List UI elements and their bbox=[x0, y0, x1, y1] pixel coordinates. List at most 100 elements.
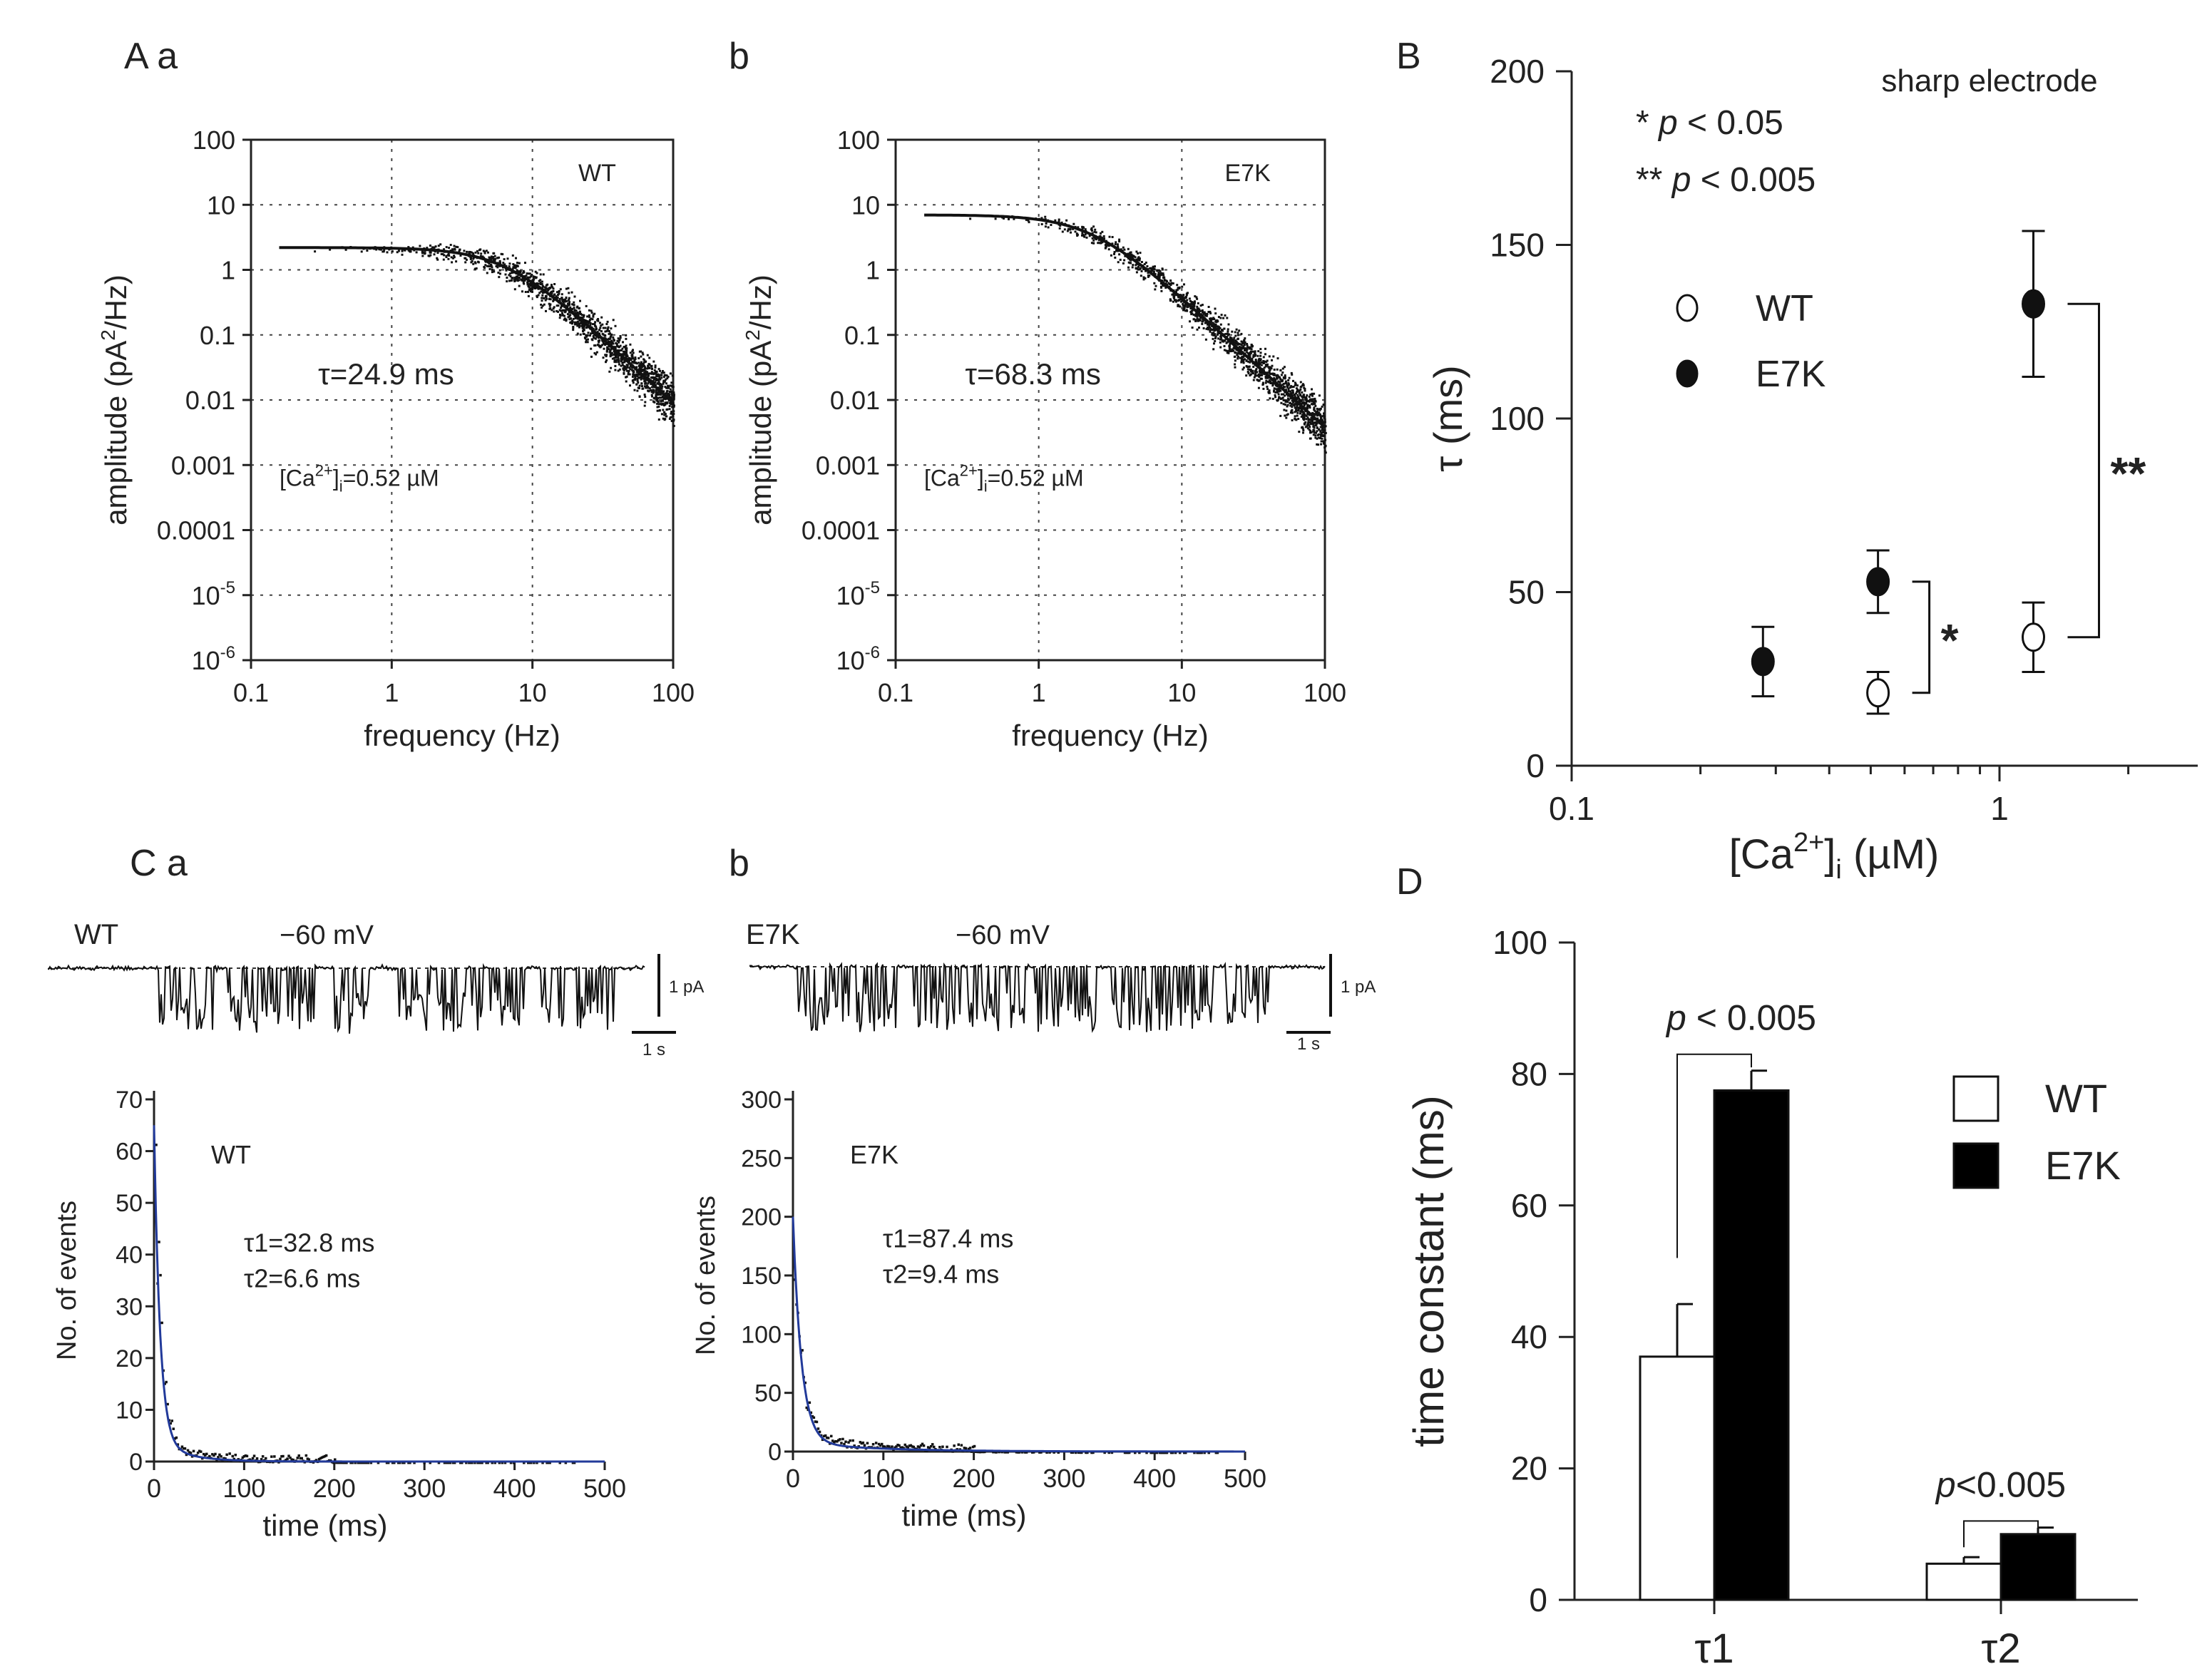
psd-point bbox=[1273, 369, 1276, 371]
histogram-point bbox=[180, 1445, 184, 1448]
y-tick-label: 0.0001 bbox=[802, 516, 880, 545]
psd-point bbox=[1081, 225, 1084, 228]
psd-point bbox=[1309, 406, 1311, 409]
psd-point bbox=[1316, 437, 1319, 440]
psd-point bbox=[1234, 346, 1236, 349]
psd-point bbox=[436, 257, 439, 260]
data-point-e7k-1 bbox=[1866, 567, 1890, 597]
psd-point bbox=[1137, 265, 1140, 268]
psd-point bbox=[538, 292, 541, 294]
psd-point bbox=[1293, 394, 1296, 396]
x-tick-label: 300 bbox=[1043, 1464, 1085, 1493]
psd-point bbox=[440, 252, 443, 255]
psd-point bbox=[1274, 396, 1277, 399]
psd-point bbox=[558, 309, 561, 312]
histogram-point bbox=[1134, 1451, 1137, 1454]
psd-point bbox=[498, 260, 501, 262]
psd-point bbox=[1207, 326, 1209, 329]
psd-point bbox=[1230, 339, 1233, 341]
psd-point bbox=[568, 299, 570, 302]
panel-label-B: B bbox=[1396, 36, 1421, 77]
histogram-point bbox=[173, 1437, 177, 1440]
psd-point bbox=[662, 376, 665, 379]
psd-point bbox=[1221, 339, 1224, 342]
psd-point bbox=[1297, 409, 1300, 412]
psd-point bbox=[1204, 338, 1207, 341]
psd-point bbox=[503, 258, 506, 261]
histogram-point bbox=[459, 1462, 462, 1464]
histogram-point bbox=[891, 1445, 893, 1448]
psd-point bbox=[548, 307, 551, 310]
psd-point bbox=[1268, 379, 1271, 382]
psd-point bbox=[1324, 451, 1327, 454]
psd-point bbox=[1323, 435, 1326, 437]
psd-point bbox=[515, 265, 518, 268]
psd-point bbox=[635, 362, 638, 365]
y-tick-label: 150 bbox=[741, 1263, 782, 1290]
y-tick-label: 10-5 bbox=[836, 578, 880, 610]
psd-point bbox=[383, 248, 386, 251]
psd-point bbox=[1264, 376, 1267, 379]
legend-marker-wt bbox=[1676, 294, 1699, 322]
psd-point bbox=[1214, 319, 1217, 322]
histogram-point bbox=[1078, 1451, 1082, 1454]
psd-point bbox=[582, 330, 584, 332]
psd-point bbox=[1289, 390, 1291, 393]
psd-point bbox=[625, 375, 628, 378]
psd-point bbox=[604, 337, 607, 340]
histogram-point bbox=[861, 1441, 865, 1444]
psd-point bbox=[602, 341, 605, 343]
psd-point bbox=[670, 411, 673, 413]
psd-point bbox=[443, 248, 445, 251]
histogram-point bbox=[251, 1457, 255, 1460]
psd-point bbox=[498, 269, 501, 272]
histogram-point bbox=[339, 1461, 342, 1464]
psd-point bbox=[375, 248, 378, 251]
psd-point bbox=[568, 318, 571, 321]
psd-point bbox=[1209, 330, 1212, 333]
psd-point bbox=[670, 390, 673, 393]
psd-point bbox=[586, 341, 589, 344]
genotype-label: WT bbox=[578, 160, 616, 187]
histogram-points bbox=[794, 1278, 1219, 1454]
psd-point bbox=[658, 375, 661, 378]
histogram-point bbox=[1158, 1451, 1161, 1454]
psd-point bbox=[1302, 429, 1305, 432]
calcium-annotation: [Ca2+]i=0.52 µM bbox=[280, 461, 439, 495]
psd-point bbox=[1319, 414, 1322, 417]
psd-point bbox=[548, 288, 551, 291]
psd-point bbox=[1058, 218, 1060, 221]
x-tick-label: 1 bbox=[1032, 678, 1046, 707]
psd-point bbox=[1223, 345, 1226, 347]
psd-point bbox=[598, 332, 600, 335]
histogram-point bbox=[896, 1444, 899, 1447]
psd-point bbox=[1202, 311, 1204, 314]
psd-point bbox=[640, 369, 642, 371]
y-tick-label: 10-6 bbox=[836, 643, 880, 675]
psd-point bbox=[487, 261, 490, 264]
histogram-point bbox=[821, 1438, 824, 1442]
psd-point bbox=[1313, 426, 1316, 429]
x-axis-title: [Ca2+]i (µM) bbox=[1729, 828, 1940, 885]
psd-point bbox=[1065, 219, 1068, 222]
histogram-point bbox=[205, 1452, 208, 1456]
psd-point bbox=[1302, 383, 1304, 386]
psd-point bbox=[1259, 358, 1262, 361]
psd-point bbox=[1301, 426, 1304, 428]
psd-point bbox=[1315, 431, 1317, 434]
psd-point bbox=[1240, 361, 1243, 364]
psd-point bbox=[1271, 397, 1274, 400]
histogram-point bbox=[1003, 1451, 1006, 1454]
psd-point bbox=[537, 282, 540, 285]
psd-point bbox=[644, 381, 647, 384]
psd-point bbox=[553, 294, 555, 297]
psd-point bbox=[613, 356, 615, 359]
psd-point bbox=[580, 322, 583, 324]
psd-point bbox=[493, 270, 496, 273]
psd-point bbox=[655, 391, 658, 394]
histogram-point bbox=[1025, 1451, 1028, 1454]
psd-point bbox=[588, 320, 590, 323]
psd-point bbox=[1220, 314, 1223, 317]
psd-point bbox=[599, 322, 601, 324]
psd-point bbox=[1275, 388, 1278, 391]
